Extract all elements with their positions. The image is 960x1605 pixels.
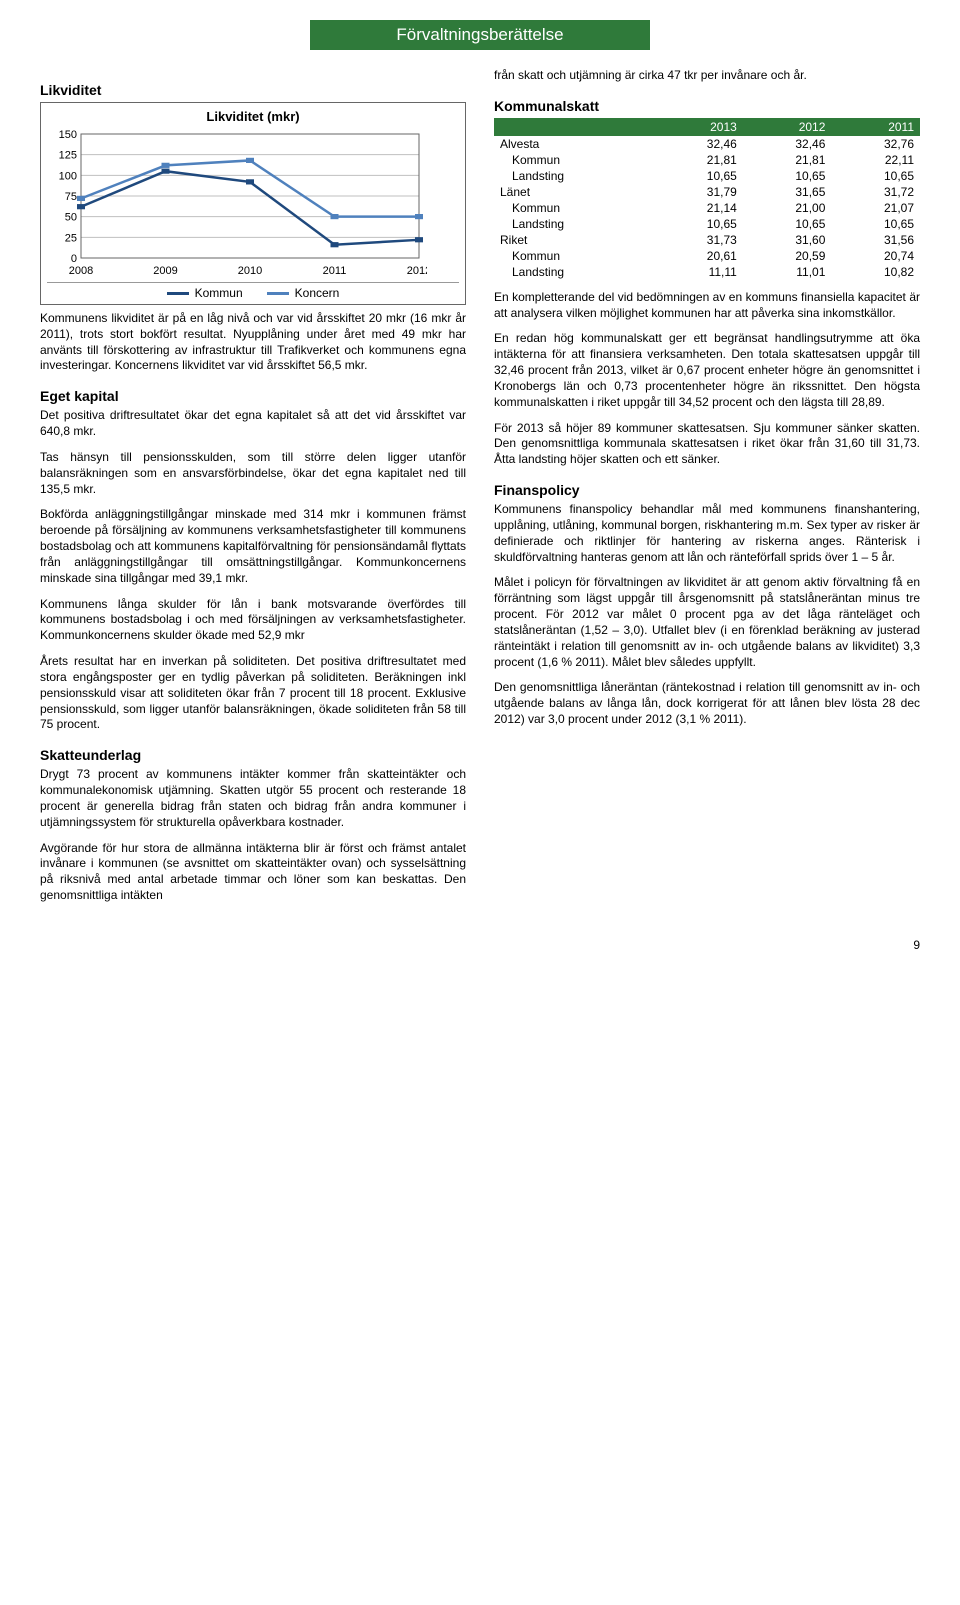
- svg-text:0: 0: [71, 253, 77, 265]
- table-row: Kommun21,8121,8122,11: [494, 152, 920, 168]
- legend-label: Koncern: [295, 286, 340, 300]
- finanspolicy-heading: Finanspolicy: [494, 482, 920, 498]
- table-row: Länet31,7931,6531,72: [494, 184, 920, 200]
- table-cell-label: Riket: [494, 232, 654, 248]
- svg-text:2008: 2008: [69, 265, 93, 277]
- table-cell-label: Kommun: [494, 200, 654, 216]
- table-cell-value: 31,56: [831, 232, 920, 248]
- eget-kapital-heading: Eget kapital: [40, 388, 466, 404]
- table-cell-value: 10,82: [831, 264, 920, 280]
- svg-text:125: 125: [59, 150, 77, 162]
- table-cell-value: 32,46: [743, 136, 832, 152]
- table-cell-label: Alvesta: [494, 136, 654, 152]
- table-cell-value: 10,65: [743, 216, 832, 232]
- table-header-row: 201320122011: [494, 118, 920, 136]
- table-cell-value: 31,73: [654, 232, 743, 248]
- table-cell-label: Länet: [494, 184, 654, 200]
- table-cell-value: 22,11: [831, 152, 920, 168]
- page-number: 9: [40, 938, 920, 952]
- svg-text:150: 150: [59, 129, 77, 141]
- svg-text:25: 25: [65, 232, 77, 244]
- paragraph: Årets resultat har en inverkan på solidi…: [40, 654, 466, 733]
- legend-swatch: [167, 292, 189, 295]
- table-cell-value: 32,46: [654, 136, 743, 152]
- table-cell-value: 31,72: [831, 184, 920, 200]
- table-row: Landsting10,6510,6510,65: [494, 216, 920, 232]
- paragraph: från skatt och utjämning är cirka 47 tkr…: [494, 68, 920, 84]
- chart-svg: 0 25 50 75 100 125 150 2008 2009 2010 2011 2012: [47, 128, 427, 278]
- svg-text:50: 50: [65, 212, 77, 224]
- table-cell-value: 20,59: [743, 248, 832, 264]
- table-cell-value: 10,65: [831, 168, 920, 184]
- table-cell-value: 21,14: [654, 200, 743, 216]
- table-cell-label: Landsting: [494, 216, 654, 232]
- paragraph: Kommunens likviditet är på en låg nivå o…: [40, 311, 466, 374]
- paragraph: Målet i policyn för förvaltningen av lik…: [494, 575, 920, 670]
- table-cell-value: 20,61: [654, 248, 743, 264]
- table-cell-value: 21,07: [831, 200, 920, 216]
- left-column: Likviditet Likviditet (mkr) 0 25 50 75 100 12…: [40, 68, 466, 914]
- table-cell-value: 10,65: [654, 216, 743, 232]
- svg-text:2010: 2010: [238, 265, 262, 277]
- svg-text:2011: 2011: [323, 265, 347, 277]
- table-cell-value: 11,01: [743, 264, 832, 280]
- paragraph: Kommunens finanspolicy behandlar mål med…: [494, 502, 920, 565]
- chart-title: Likviditet (mkr): [47, 109, 459, 124]
- paragraph: En redan hög kommunalskatt ger ett begrä…: [494, 331, 920, 410]
- legend-item: Kommun: [167, 286, 243, 300]
- table-cell-value: 21,81: [654, 152, 743, 168]
- tax-table: 201320122011 Alvesta32,4632,4632,76Kommu…: [494, 118, 920, 280]
- svg-text:2009: 2009: [153, 265, 177, 277]
- paragraph: Den genomsnittliga låneräntan (räntekost…: [494, 680, 920, 727]
- page-header-band: Förvaltningsberättelse: [310, 20, 650, 50]
- table-cell-label: Landsting: [494, 264, 654, 280]
- table-row: Kommun20,6120,5920,74: [494, 248, 920, 264]
- legend-label: Kommun: [195, 286, 243, 300]
- table-row: Kommun21,1421,0021,07: [494, 200, 920, 216]
- table-row: Landsting10,6510,6510,65: [494, 168, 920, 184]
- paragraph: Drygt 73 procent av kommunens intäkter k…: [40, 767, 466, 830]
- table-header-cell: 2011: [831, 118, 920, 136]
- paragraph: Avgörande för hur stora de allmänna intä…: [40, 841, 466, 904]
- table-cell-value: 21,00: [743, 200, 832, 216]
- table-cell-value: 10,65: [654, 168, 743, 184]
- skatteunderlag-heading: Skatteunderlag: [40, 747, 466, 763]
- table-row: Landsting11,1111,0110,82: [494, 264, 920, 280]
- paragraph: För 2013 så höjer 89 kommuner skattesats…: [494, 421, 920, 468]
- paragraph: Bokförda anläggningstillgångar minskade …: [40, 507, 466, 586]
- svg-text:2012: 2012: [407, 265, 427, 277]
- table-cell-label: Kommun: [494, 248, 654, 264]
- table-body: Alvesta32,4632,4632,76Kommun21,8121,8122…: [494, 136, 920, 280]
- paragraph: Tas hänsyn till pensionsskulden, som til…: [40, 450, 466, 497]
- table-cell-label: Landsting: [494, 168, 654, 184]
- table-cell-value: 10,65: [743, 168, 832, 184]
- legend-swatch: [267, 292, 289, 295]
- table-cell-value: 31,60: [743, 232, 832, 248]
- paragraph: En kompletterande del vid bedömningen av…: [494, 290, 920, 322]
- kommunalskatt-heading: Kommunalskatt: [494, 98, 920, 114]
- chart-legend: Kommun Koncern: [47, 282, 459, 300]
- table-cell-value: 10,65: [831, 216, 920, 232]
- table-header-cell: 2012: [743, 118, 832, 136]
- table-cell-value: 31,65: [743, 184, 832, 200]
- table-cell-value: 32,76: [831, 136, 920, 152]
- table-row: Alvesta32,4632,4632,76: [494, 136, 920, 152]
- paragraph: Det positiva driftresultatet ökar det eg…: [40, 408, 466, 440]
- right-column: från skatt och utjämning är cirka 47 tkr…: [494, 68, 920, 914]
- svg-text:100: 100: [59, 170, 77, 182]
- paragraph: Kommunens långa skulder för lån i bank m…: [40, 597, 466, 644]
- legend-item: Koncern: [267, 286, 340, 300]
- svg-text:75: 75: [65, 191, 77, 203]
- two-column-layout: Likviditet Likviditet (mkr) 0 25 50 75 100 12…: [40, 68, 920, 914]
- table-cell-label: Kommun: [494, 152, 654, 168]
- table-cell-value: 11,11: [654, 264, 743, 280]
- table-cell-value: 21,81: [743, 152, 832, 168]
- table-cell-value: 20,74: [831, 248, 920, 264]
- table-row: Riket31,7331,6031,56: [494, 232, 920, 248]
- table-cell-value: 31,79: [654, 184, 743, 200]
- likviditet-heading: Likviditet: [40, 82, 466, 98]
- table-header-cell: 2013: [654, 118, 743, 136]
- liquidity-chart: Likviditet (mkr) 0 25 50 75 100 125 150 2008 200…: [40, 102, 466, 305]
